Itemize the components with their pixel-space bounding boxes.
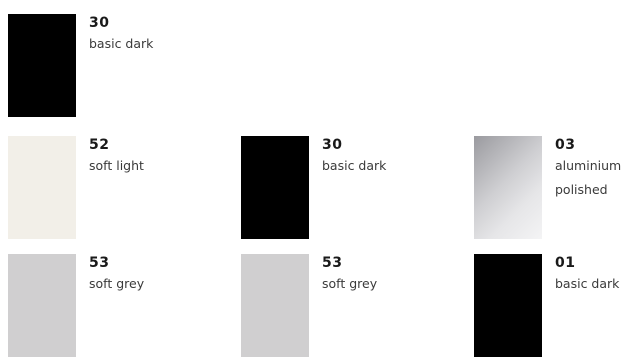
swatch-name-line1: aluminium xyxy=(555,158,622,173)
swatch-code: 53 xyxy=(89,255,110,271)
swatch-code: 30 xyxy=(89,15,110,31)
color-swatch xyxy=(241,254,309,357)
swatch-code: 30 xyxy=(322,137,343,153)
swatch-name-line1: soft grey xyxy=(89,276,145,291)
swatch-name: aluminium polished xyxy=(555,154,621,202)
swatch-info: 03 aluminium polished xyxy=(555,136,621,202)
swatch-info: 30 basic dark xyxy=(322,136,386,178)
swatch-info: 01 basic dark xyxy=(555,254,619,296)
swatch-name: soft light xyxy=(89,154,144,178)
swatch-code: 03 xyxy=(555,137,576,153)
color-swatch xyxy=(241,136,309,239)
swatch-name-line2: polished xyxy=(555,182,608,197)
swatch-name: soft grey xyxy=(89,272,144,296)
color-swatch xyxy=(474,254,542,357)
color-swatch xyxy=(8,136,76,239)
swatch-name: basic dark xyxy=(322,154,386,178)
swatch-code: 01 xyxy=(555,255,576,271)
swatch-name-line1: basic dark xyxy=(89,36,154,51)
swatch-name-line1: basic dark xyxy=(555,276,620,291)
color-swatch xyxy=(474,136,542,239)
color-swatch xyxy=(8,14,76,117)
swatch-name: basic dark xyxy=(555,272,619,296)
swatch-name-line1: soft light xyxy=(89,158,144,173)
swatch-info: 53 soft grey xyxy=(322,254,377,296)
color-swatch xyxy=(8,254,76,357)
swatch-code: 52 xyxy=(89,137,110,153)
swatch-info: 53 soft grey xyxy=(89,254,144,296)
swatch-name: basic dark xyxy=(89,32,153,56)
swatch-name-line1: soft grey xyxy=(322,276,378,291)
swatch-info: 52 soft light xyxy=(89,136,144,178)
swatch-code: 53 xyxy=(322,255,343,271)
swatch-name-line1: basic dark xyxy=(322,158,387,173)
swatch-info: 30 basic dark xyxy=(89,14,153,56)
swatch-name: soft grey xyxy=(322,272,377,296)
